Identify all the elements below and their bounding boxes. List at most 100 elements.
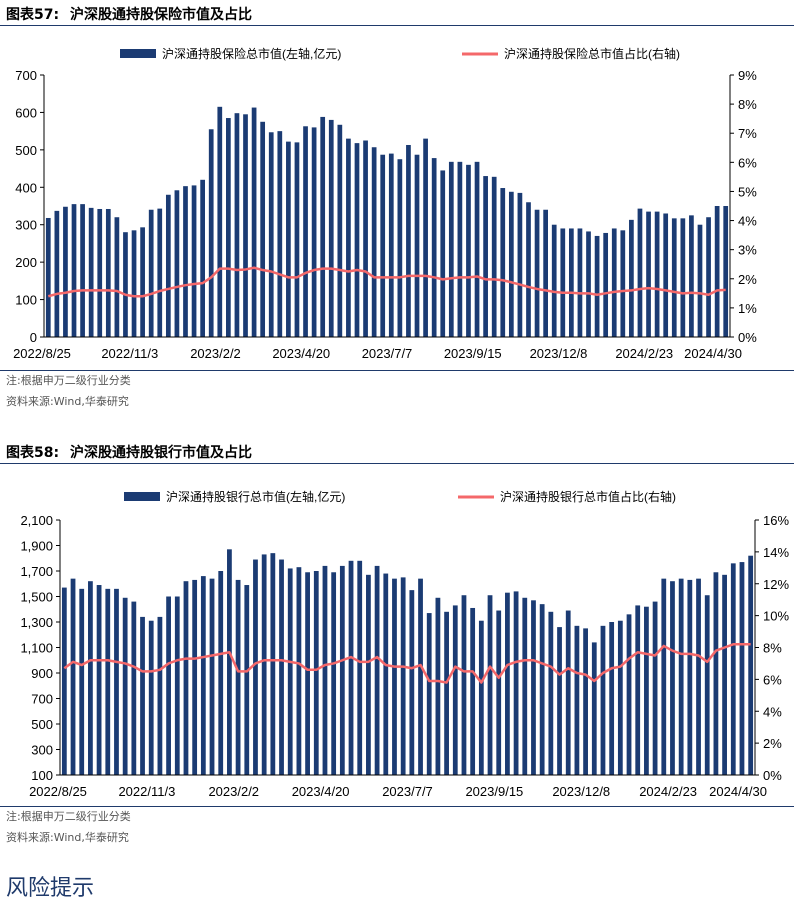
chart1-bar [583,628,588,776]
chart0-right-tick-label: 3% [738,243,757,258]
chart1-bar [61,587,67,775]
chart0-bar [277,131,283,337]
chart0-bar [208,129,214,337]
chart1-bar [409,590,415,776]
chart0-bar [569,228,574,337]
chart1-bar [192,579,198,775]
chart0-bar [646,211,651,337]
chart0-bar [148,209,154,337]
chart1-x-tick-label: 2022/11/3 [118,784,175,799]
chart1-left-tick-label: 1,300 [20,615,53,630]
chart0-bar [320,116,326,337]
chart1-bar [200,576,206,775]
chart0-bar [286,141,291,337]
chart1-bar [122,597,128,775]
chart1-bar [644,606,649,775]
chart0-x-tick-label: 2023/7/7 [362,346,413,361]
chart1-bar [88,581,93,775]
risk-warning-heading: 风险提示 [6,876,95,901]
chart1-bar [383,573,389,775]
figure-58-label: 图表58: [6,445,60,461]
chart0-bar [603,232,609,337]
chart1-bar [339,565,345,775]
chart1-left-tick-label: 1,100 [20,641,53,656]
figure-57-source: 资料来源:Wind,华泰研究 [6,395,129,408]
chart0-bar [491,176,497,337]
chart1-bar [96,585,102,775]
chart0-left-tick-label: 400 [15,180,37,195]
chart0-bar [620,230,626,337]
chart1-bar [313,571,319,775]
chart1-right-tick-label: 10% [763,609,789,624]
chart0-bar [346,138,351,337]
chart1-left-tick-label: 2,100 [20,513,53,528]
chart1-bar [400,577,406,776]
chart0-bar [551,224,557,337]
figure-58-chart: 沪深通持股银行总市值(左轴,亿元) 沪深通持股银行总市值占比(右轴) 100 300 5… [20,489,789,799]
chart1-x-tick-label: 2023/12/8 [552,784,610,799]
chart1-bar [617,620,623,775]
chart1-bar [305,572,310,775]
chart1-left-tick-label: 1,700 [20,564,53,579]
chart1-bar [235,579,241,775]
chart0-bar [354,143,360,337]
chart0-bar [328,119,334,337]
chart1-bar [739,562,745,775]
figure-57-chart: 沪深通持股保险总市值(左轴,亿元) 沪深通持股保险总市值占比(右轴) 0 100 200… [13,46,757,361]
chart1-bar [366,574,371,775]
chart1-bar [609,622,615,775]
chart1-bar [696,578,701,775]
chart1-bar [574,625,580,775]
chart1-bar [461,595,467,775]
chart0-right-tick-label: 1% [738,301,757,316]
chart1-bar [426,613,432,775]
chart0-bar [714,206,720,337]
chart0-left-tick-label: 200 [15,255,37,270]
chart0-bar [637,208,643,337]
chart0-bar [80,204,85,337]
chart0-bar [217,106,223,337]
chart1-bar [261,554,267,775]
chart1-left-tick-label: 300 [31,743,53,758]
chart1-bar [591,642,597,775]
chart0-bar [337,124,343,337]
chart0-bar [268,132,274,337]
chart0-bar [294,142,300,337]
chart1-bar [331,572,337,775]
chart1-right-tick-label: 6% [763,672,782,687]
chart0-bar [165,194,171,337]
figure-57-bottom-rule [0,370,794,371]
chart0-left-tick-label: 0 [30,330,37,345]
chart0-right-tick-label: 6% [738,155,757,170]
chart1-bar [114,588,119,775]
chart0-bar [200,179,205,337]
chart0-bar [586,231,591,337]
chart0-ratio-line [47,266,726,298]
chart1-bar [70,578,76,775]
chart0-bar [723,206,729,337]
chart1-bar [209,578,215,775]
chart1-bar [348,560,354,775]
chart1-bar [392,578,397,775]
chart0-bar [371,147,377,337]
chart1-x-tick-label: 2023/2/2 [208,784,259,799]
chart1-bar [444,611,449,775]
chart0-bar [500,188,506,337]
chart1-bar [435,597,441,775]
chart0-right-tick-label: 4% [738,214,757,229]
figure-57-note: 注:根据申万二级行业分类 [6,374,131,387]
figure-58-bottom-rule [0,806,794,807]
chart1-left-tick-label: 900 [31,666,53,681]
chart1-bar [470,607,476,775]
chart1-bar [296,567,302,775]
chart0-bar [131,230,137,337]
chart0-bar [697,224,703,337]
chart0-bar [397,159,403,337]
chart0-legend-line-label: 沪深通持股保险总市值占比(右轴) [504,46,680,61]
chart1-x-tick-label: 2024/4/30 [709,784,767,799]
chart1-bar [730,563,736,775]
chart1-bar [565,610,571,775]
chart1-bar [140,616,145,775]
chart0-bar [483,176,488,337]
chart0-bar [63,206,68,337]
